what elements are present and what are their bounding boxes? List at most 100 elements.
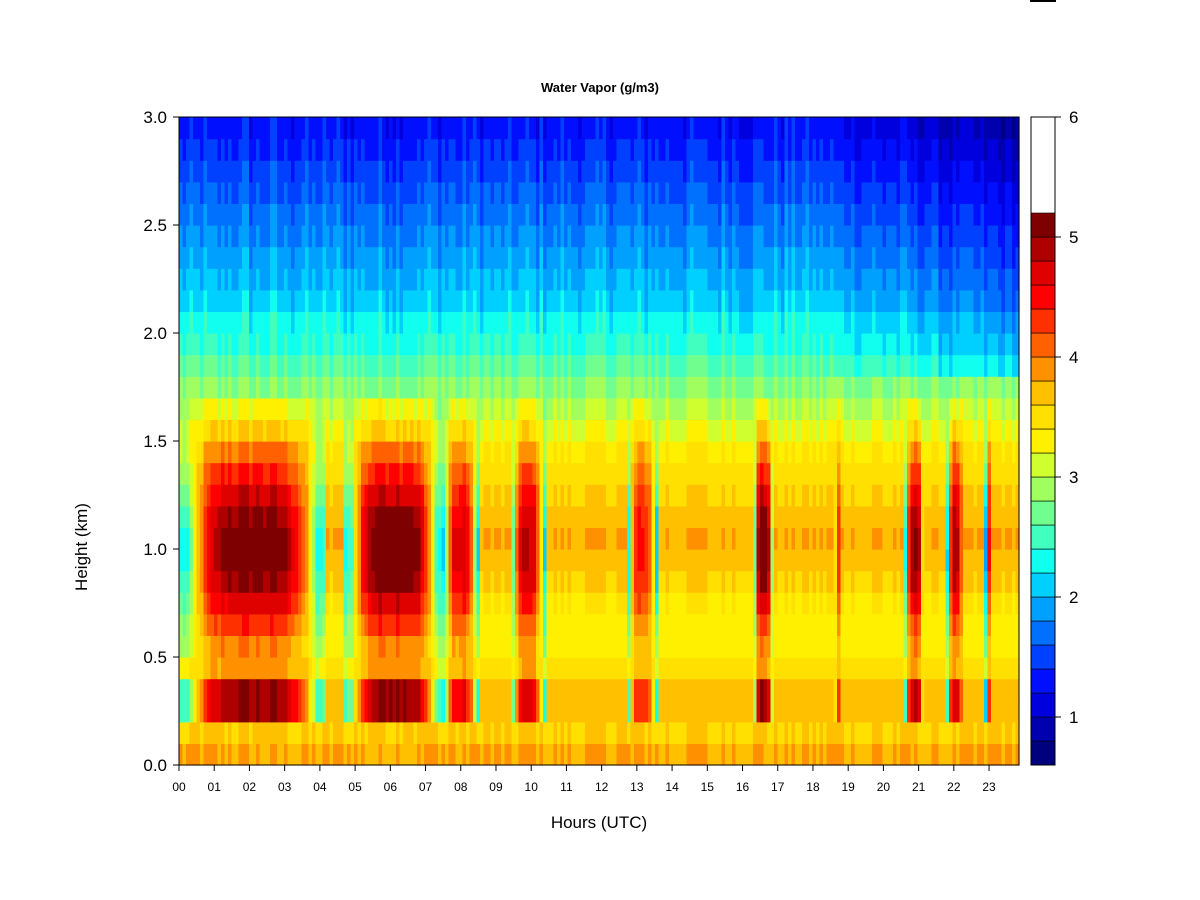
heatmap-cell xyxy=(305,333,310,356)
heatmap-cell xyxy=(543,419,548,442)
heatmap-cell xyxy=(518,225,523,248)
heatmap-cell xyxy=(389,117,394,140)
heatmap-cell xyxy=(336,678,341,701)
heatmap-cell xyxy=(410,678,415,701)
heatmap-cell xyxy=(280,441,285,464)
heatmap-cell xyxy=(511,246,516,269)
heatmap-cell xyxy=(665,268,670,291)
heatmap-cell xyxy=(469,678,474,701)
heatmap-cell xyxy=(718,462,723,485)
heatmap-cell xyxy=(613,268,618,291)
heatmap-cell xyxy=(179,268,184,291)
heatmap-cell xyxy=(417,311,422,334)
heatmap-cell xyxy=(725,397,730,420)
heatmap-cell xyxy=(375,354,380,377)
heatmap-cell xyxy=(735,354,740,377)
heatmap-cell xyxy=(679,505,684,528)
heatmap-cell xyxy=(396,700,401,723)
heatmap-cell xyxy=(686,246,691,269)
heatmap-cell xyxy=(368,181,373,204)
heatmap-cell xyxy=(193,419,198,442)
heatmap-cell xyxy=(438,700,443,723)
heatmap-cell xyxy=(525,678,530,701)
heatmap-cell xyxy=(210,160,215,183)
heatmap-cell xyxy=(308,462,313,485)
heatmap-cell xyxy=(742,570,747,593)
heatmap-cell xyxy=(550,678,555,701)
heatmap-cell xyxy=(252,700,257,723)
heatmap-cell xyxy=(312,613,317,636)
heatmap-cell xyxy=(574,203,579,226)
heatmap-cell xyxy=(669,225,674,248)
heatmap-cell xyxy=(305,117,310,140)
heatmap-cell xyxy=(571,592,576,615)
heatmap-cell xyxy=(676,160,681,183)
heatmap-cell xyxy=(532,160,537,183)
heatmap-cell xyxy=(469,592,474,615)
heatmap-cell xyxy=(389,138,394,161)
heatmap-cell xyxy=(280,549,285,572)
heatmap-cell xyxy=(270,181,275,204)
heatmap-cell xyxy=(564,721,569,744)
heatmap-cell xyxy=(655,246,660,269)
heatmap-cell xyxy=(627,441,632,464)
heatmap-cell xyxy=(711,743,716,766)
heatmap-cell xyxy=(210,505,215,528)
heatmap-cell xyxy=(651,225,656,248)
heatmap-cell xyxy=(210,181,215,204)
heatmap-cell xyxy=(753,397,758,420)
heatmap-cell xyxy=(417,419,422,442)
heatmap-cell xyxy=(343,484,348,507)
heatmap-cell xyxy=(284,289,289,312)
heatmap-cell xyxy=(308,484,313,507)
heatmap-cell xyxy=(497,743,502,766)
heatmap-cell xyxy=(308,138,313,161)
heatmap-cell xyxy=(571,505,576,528)
heatmap-cell xyxy=(599,700,604,723)
heatmap-cell xyxy=(462,117,467,140)
heatmap-cell xyxy=(270,225,275,248)
heatmap-cell xyxy=(333,484,338,507)
heatmap-cell xyxy=(217,333,222,356)
heatmap-cell xyxy=(441,678,446,701)
heatmap-cell xyxy=(550,570,555,593)
heatmap-cell xyxy=(473,570,478,593)
heatmap-cell xyxy=(224,441,229,464)
heatmap-cell xyxy=(385,678,390,701)
heatmap-cell xyxy=(655,203,660,226)
heatmap-cell xyxy=(574,419,579,442)
heatmap-cell xyxy=(739,138,744,161)
heatmap-cell xyxy=(242,311,247,334)
heatmap-cell xyxy=(182,376,187,399)
heatmap-cell xyxy=(413,527,418,550)
heatmap-cell xyxy=(210,289,215,312)
heatmap-cell xyxy=(427,613,432,636)
heatmap-cell xyxy=(319,721,324,744)
heatmap-cell xyxy=(728,268,733,291)
heatmap-cell xyxy=(592,657,597,680)
heatmap-cell xyxy=(305,484,310,507)
heatmap-cell xyxy=(340,613,345,636)
heatmap-cell xyxy=(249,527,254,550)
heatmap-cell xyxy=(480,678,485,701)
heatmap-cell xyxy=(438,657,443,680)
heatmap-cell xyxy=(308,397,313,420)
heatmap-cell xyxy=(235,138,240,161)
heatmap-cell xyxy=(473,333,478,356)
heatmap-cell xyxy=(630,505,635,528)
heatmap-cell xyxy=(756,484,761,507)
heatmap-cell xyxy=(623,397,628,420)
heatmap-cell xyxy=(179,354,184,377)
heatmap-cell xyxy=(259,225,264,248)
heatmap-cell xyxy=(308,246,313,269)
heatmap-cell xyxy=(336,635,341,658)
heatmap-cell xyxy=(357,700,362,723)
heatmap-cell xyxy=(277,354,282,377)
heatmap-cell xyxy=(536,268,541,291)
heatmap-cell xyxy=(522,397,527,420)
heatmap-cell xyxy=(574,397,579,420)
heatmap-cell xyxy=(375,376,380,399)
heatmap-cell xyxy=(207,570,212,593)
heatmap-cell xyxy=(179,505,184,528)
heatmap-cell xyxy=(718,289,723,312)
